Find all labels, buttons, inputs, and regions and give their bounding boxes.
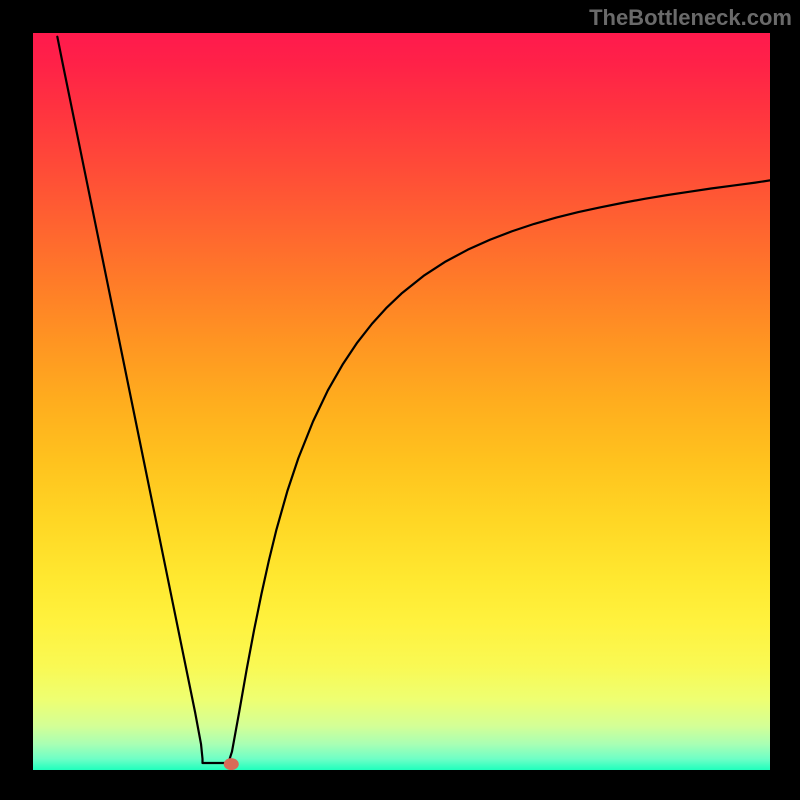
plot-svg bbox=[33, 33, 770, 770]
plot-area bbox=[33, 33, 770, 770]
watermark-text: TheBottleneck.com bbox=[589, 5, 792, 31]
plot-background bbox=[33, 33, 770, 770]
min-marker bbox=[224, 758, 239, 770]
